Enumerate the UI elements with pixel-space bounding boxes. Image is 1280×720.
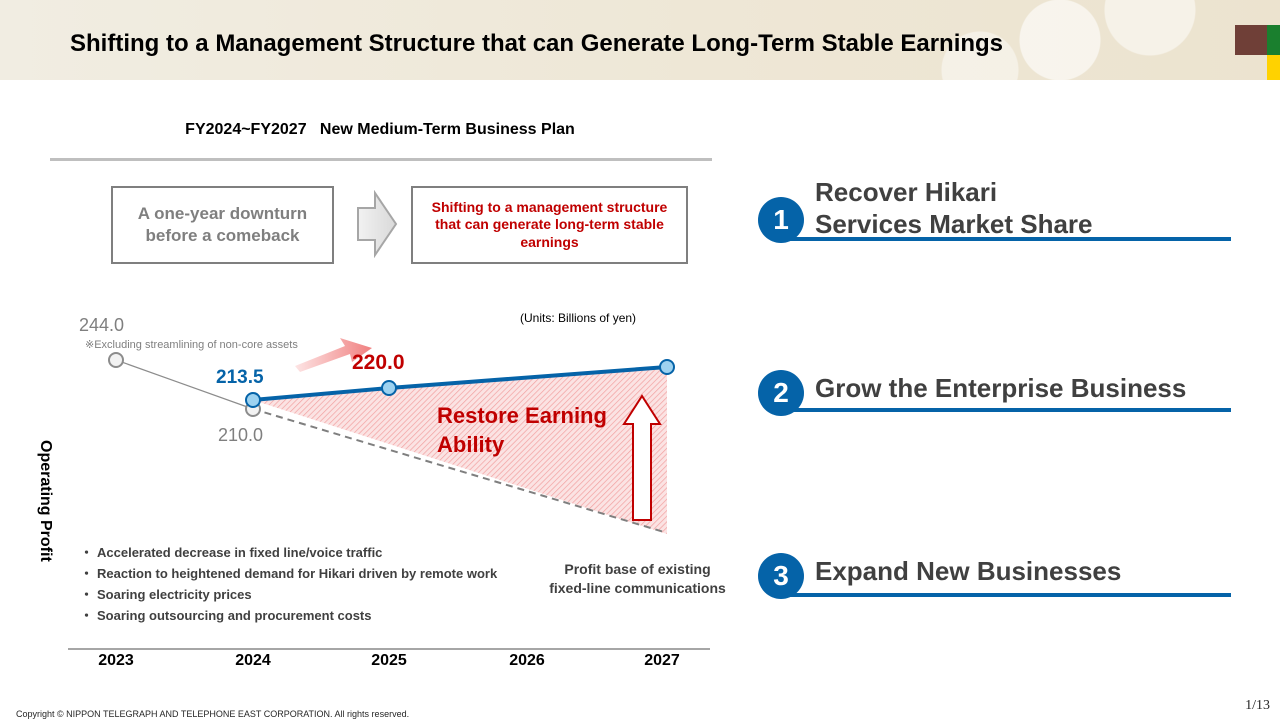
x-tick-2026: 2026 (509, 652, 545, 669)
brand-swatch-green (1267, 25, 1280, 55)
brand-swatch-yellow (1267, 55, 1280, 80)
list-item: Accelerated decrease in fixed line/voice… (80, 545, 510, 561)
label-220: 220.0 (352, 351, 405, 374)
trend-arrow-icon (295, 338, 372, 372)
header-banner (0, 0, 1280, 80)
y-axis-label: Operating Profit (37, 440, 54, 562)
strategy-label: Expand New Businesses (815, 556, 1122, 586)
point-2025 (381, 380, 397, 396)
point-2027 (659, 359, 675, 375)
strategy-underline (780, 593, 1231, 597)
x-tick-2027: 2027 (644, 652, 680, 669)
page-title: Shifting to a Management Structure that … (70, 30, 1004, 57)
number-1-icon: 1 (758, 197, 804, 243)
list-item: Soaring electricity prices (80, 587, 510, 603)
operating-profit-chart (108, 338, 675, 534)
arrow-right-icon (357, 190, 398, 258)
label-213-5: 213.5 (216, 367, 264, 388)
x-tick-2024: 2024 (235, 652, 271, 669)
page-number: 1/13 (1245, 698, 1270, 713)
point-2024-plan (245, 392, 261, 408)
strategy-label: Grow the Enterprise Business (815, 373, 1187, 403)
number-3-icon: 3 (758, 553, 804, 599)
point-2023 (108, 352, 124, 368)
strategy-underline (780, 408, 1231, 412)
list-item: Reaction to heightened demand for Hikari… (80, 566, 510, 582)
shift-box: Shifting to a management structure that … (411, 186, 688, 264)
label-210: 210.0 (218, 425, 264, 445)
strategy-item-2: 2 Grow the Enterprise Business (758, 370, 1231, 416)
decline-line (115, 359, 254, 410)
restore-label: Restore Earning Ability (437, 403, 607, 457)
units-label: (Units: Billions of yen) (520, 311, 637, 325)
strategy-underline (780, 237, 1231, 241)
plan-title: FY2024~FY2027 New Medium-Term Business P… (185, 121, 575, 138)
footnote: ※Excluding streamlining of non-core asse… (85, 339, 298, 351)
copyright: Copyright © NIPPON TELEGRAPH AND TELEPHO… (16, 709, 410, 719)
label-244: 244.0 (79, 315, 125, 335)
downturn-text: A one-year downturn before a comeback (137, 203, 308, 245)
list-item: Soaring outsourcing and procurement cost… (80, 608, 510, 624)
plan-divider (50, 158, 712, 161)
x-axis-line (68, 648, 710, 650)
strategy-item-1: 1 Recover Hikari Services Market Share (758, 176, 1231, 246)
strategy-item-3: 3 Expand New Businesses (758, 553, 1231, 599)
restore-area (253, 368, 667, 534)
x-tick-2023: 2023 (98, 652, 134, 669)
brand-swatch-brown (1235, 25, 1267, 55)
shift-text: Shifting to a management structure that … (431, 198, 668, 250)
up-arrow-icon (622, 394, 662, 521)
downturn-box: A one-year downturn before a comeback (111, 186, 334, 264)
x-tick-2025: 2025 (371, 652, 407, 669)
profit-base-label: Profit base of existing fixed-line commu… (549, 561, 726, 596)
decline-factors-list: Accelerated decrease in fixed line/voice… (80, 545, 510, 629)
strategy-label: Recover Hikari Services Market Share (815, 177, 1093, 239)
